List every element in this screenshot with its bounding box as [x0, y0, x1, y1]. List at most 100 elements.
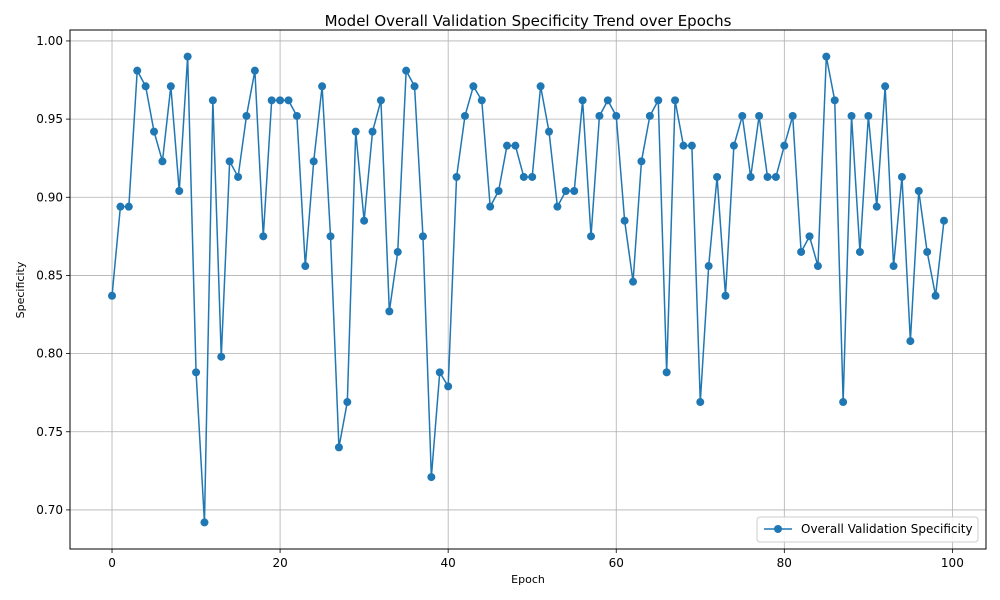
data-point — [318, 82, 327, 91]
data-point — [612, 111, 621, 120]
data-point — [729, 141, 738, 150]
data-point — [267, 96, 276, 105]
data-point — [696, 398, 705, 407]
data-point — [519, 172, 528, 181]
data-point — [368, 127, 377, 136]
data-point — [528, 172, 537, 181]
data-point — [242, 111, 251, 120]
data-point — [477, 96, 486, 105]
data-point — [402, 66, 411, 75]
data-point — [805, 232, 814, 241]
y-axis-label: Specificity — [14, 261, 27, 318]
data-point — [418, 232, 427, 241]
data-point — [292, 111, 301, 120]
data-point — [435, 368, 444, 377]
data-point — [662, 368, 671, 377]
data-point — [460, 111, 469, 120]
data-point — [469, 82, 478, 91]
data-point — [620, 216, 629, 225]
data-point — [587, 232, 596, 241]
data-point — [721, 291, 730, 300]
data-point — [309, 157, 318, 166]
y-axis-ticks: 0.70 0.75 0.80 0.85 0.90 0.95 1.00 — [36, 34, 70, 517]
data-point — [410, 82, 419, 91]
plot-frame — [69, 29, 987, 550]
data-point — [654, 96, 663, 105]
series-line — [111, 55, 945, 524]
data-point — [452, 172, 461, 181]
x-axis-label: Epoch — [511, 573, 545, 586]
data-point — [234, 172, 243, 181]
data-point — [217, 352, 226, 361]
x-tick-label: 60 — [609, 556, 624, 570]
data-point — [830, 96, 839, 105]
data-point — [276, 96, 285, 105]
data-point — [797, 247, 806, 256]
data-point — [158, 157, 167, 166]
data-point — [200, 518, 209, 527]
data-point — [108, 291, 117, 300]
data-point — [679, 141, 688, 150]
data-point — [343, 398, 352, 407]
series-lines — [111, 55, 945, 524]
data-point — [881, 82, 890, 91]
y-tick-label: 1.00 — [36, 34, 63, 48]
data-point — [166, 82, 175, 91]
data-point — [225, 157, 234, 166]
data-point — [570, 187, 579, 196]
data-point — [301, 262, 310, 271]
data-point — [713, 172, 722, 181]
data-point — [536, 82, 545, 91]
data-point — [376, 96, 385, 105]
data-point — [889, 262, 898, 271]
y-tick-label: 0.80 — [36, 347, 63, 361]
data-point — [788, 111, 797, 120]
data-point — [839, 398, 848, 407]
data-point — [326, 232, 335, 241]
data-point — [629, 277, 638, 286]
data-point — [511, 141, 520, 150]
data-point — [738, 111, 747, 120]
data-point — [150, 127, 159, 136]
y-tick-label: 0.70 — [36, 503, 63, 517]
x-tick-label: 20 — [272, 556, 287, 570]
x-tick-label: 0 — [108, 556, 116, 570]
data-point — [192, 368, 201, 377]
data-point — [351, 127, 360, 136]
data-point — [175, 187, 184, 196]
x-tick-label: 40 — [441, 556, 456, 570]
legend-marker — [774, 525, 782, 533]
data-point — [553, 202, 562, 211]
data-point — [671, 96, 680, 105]
data-point — [822, 52, 831, 61]
y-tick-label: 0.95 — [36, 112, 63, 126]
data-point — [755, 111, 764, 120]
data-point — [914, 187, 923, 196]
data-point — [595, 111, 604, 120]
data-point — [393, 247, 402, 256]
data-point — [116, 202, 125, 211]
data-point — [637, 157, 646, 166]
y-tick-label: 0.90 — [36, 190, 63, 204]
data-point — [250, 66, 259, 75]
data-point — [931, 291, 940, 300]
data-point — [427, 473, 436, 482]
data-point — [486, 202, 495, 211]
data-point — [897, 172, 906, 181]
series-points — [108, 52, 948, 527]
data-point — [687, 141, 696, 150]
legend-box — [756, 516, 979, 543]
data-point — [771, 172, 780, 181]
legend-label: Overall Validation Specificity — [801, 522, 973, 536]
data-point — [141, 82, 150, 91]
data-point — [183, 52, 192, 61]
data-point — [545, 127, 554, 136]
data-point — [259, 232, 268, 241]
data-point — [746, 172, 755, 181]
y-tick-label: 0.75 — [36, 425, 63, 439]
data-point — [780, 141, 789, 150]
data-point — [813, 262, 822, 271]
data-point — [939, 216, 948, 225]
x-tick-label: 80 — [777, 556, 792, 570]
data-point — [133, 66, 142, 75]
